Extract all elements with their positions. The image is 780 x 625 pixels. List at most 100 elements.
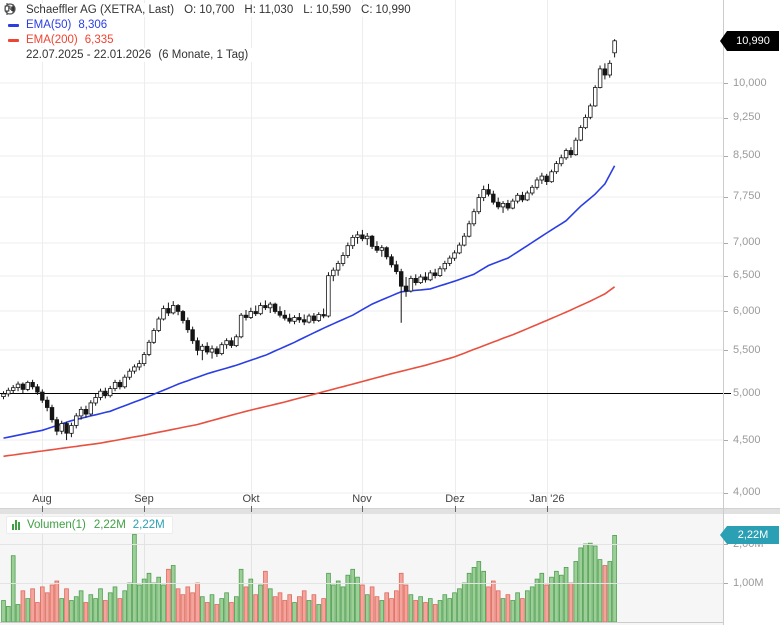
volume-bar — [272, 596, 278, 623]
candle — [190, 329, 195, 342]
price-pane-canvas[interactable] — [0, 0, 723, 507]
volume-tick — [724, 544, 728, 545]
month-tick — [42, 506, 43, 512]
candle — [88, 402, 93, 415]
candle — [277, 311, 283, 316]
volume-bar — [20, 590, 26, 623]
candle — [428, 272, 433, 281]
volume-bar — [413, 600, 418, 623]
candle — [384, 247, 389, 258]
candle — [54, 419, 59, 432]
candle — [204, 345, 210, 353]
month-tick — [362, 506, 363, 512]
volume-bar — [238, 568, 244, 623]
volume-bar — [510, 600, 516, 623]
volume-bar — [301, 590, 307, 623]
price-axis-label: 7,000 — [733, 236, 761, 248]
price-axis[interactable]: 10,000 9,250 8,500 7,750 7,000 6,500 6,000 5,50… — [723, 0, 780, 625]
volume-bar — [83, 602, 89, 623]
candle — [40, 391, 45, 401]
volume-bar — [161, 584, 166, 623]
candle — [602, 68, 608, 76]
volume-bar — [306, 600, 312, 623]
volume-bar — [40, 586, 45, 623]
candle — [200, 345, 205, 351]
volume-bar — [471, 567, 477, 623]
candle — [122, 376, 127, 388]
volume-bar — [15, 604, 21, 623]
volume-bar — [544, 584, 549, 623]
volume-bar — [321, 598, 326, 623]
ema200-legend-row[interactable]: EMA(200) 6,335 — [4, 33, 118, 47]
candle — [525, 192, 530, 201]
volume-bar — [554, 570, 559, 623]
candle — [229, 340, 234, 346]
candle — [238, 314, 244, 338]
ema200-label: EMA(200) — [26, 34, 78, 46]
candle — [93, 397, 98, 404]
volume-bar — [612, 534, 617, 623]
candle — [544, 175, 549, 183]
volume-bar — [233, 596, 239, 623]
candle — [593, 87, 598, 107]
price-tick — [724, 440, 728, 441]
volume-bar — [495, 590, 501, 623]
candle — [398, 271, 404, 287]
volume-bar — [486, 586, 491, 623]
volume-bar — [1, 600, 6, 623]
candle — [195, 340, 200, 351]
volume-bar — [437, 600, 443, 623]
pane-separator[interactable] — [0, 508, 780, 514]
volume-bar — [277, 592, 283, 623]
candle — [413, 277, 418, 283]
candle — [83, 408, 89, 415]
volume-bar — [190, 592, 195, 623]
volume-bar — [311, 594, 317, 623]
volume-bar — [151, 582, 157, 623]
volume-bar — [30, 588, 35, 623]
candle — [437, 268, 443, 276]
candle — [447, 257, 452, 264]
volume-bar — [490, 580, 496, 623]
candle — [180, 311, 186, 321]
month-label: Nov — [352, 493, 372, 505]
volume-bar — [141, 578, 147, 623]
candle — [185, 320, 190, 331]
candle — [209, 348, 215, 353]
volume-bar — [73, 596, 79, 623]
candle — [389, 256, 394, 266]
volume-bar — [476, 561, 482, 623]
candle — [481, 189, 486, 199]
period-detail: (6 Monate, 1 Tag) — [158, 49, 249, 61]
price-chart — [0, 0, 723, 507]
volume-bar — [345, 574, 351, 623]
candle — [534, 179, 540, 188]
candle — [15, 383, 21, 389]
volume-bar — [54, 580, 60, 623]
last-volume-badge: 2,22M — [720, 526, 779, 544]
volume-bar — [209, 594, 215, 623]
candle — [292, 317, 297, 322]
volume-bar — [175, 588, 181, 623]
volume-bar — [267, 588, 273, 623]
last-price-badge: 10,990 — [720, 31, 779, 51]
volume-bar — [136, 584, 142, 623]
volume-bar — [78, 590, 84, 623]
volume-bar — [607, 561, 613, 623]
close-value: C: 10,990 — [361, 4, 411, 16]
symbol-row: Schaeffler AG (XETRA, Last) O: 10,700 H: 1… — [4, 3, 415, 17]
volume-bar — [568, 582, 574, 623]
candle — [103, 390, 108, 397]
volume-pane-canvas[interactable]: Volumen(1) 2,22M 2,22M — [0, 514, 723, 625]
ema50-legend-row[interactable]: EMA(50) 8,306 — [4, 18, 112, 32]
volume-bar — [287, 594, 292, 623]
candle — [539, 175, 544, 181]
ema50-label: EMA(50) — [26, 19, 72, 31]
volume-bar — [292, 602, 297, 623]
volume-bar — [166, 568, 171, 623]
volume-bar — [403, 584, 409, 623]
volume-legend[interactable]: Volumen(1) 2,22M 2,22M — [6, 516, 173, 534]
volume-bar — [59, 598, 64, 623]
candle — [578, 127, 583, 141]
candle — [374, 245, 380, 251]
